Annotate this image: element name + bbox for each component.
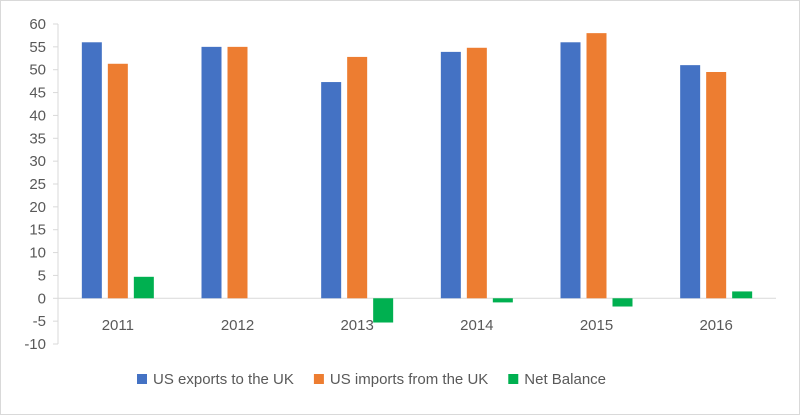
x-tick-label: 2015: [580, 317, 613, 334]
x-tick-label: 2011: [102, 317, 134, 334]
y-tick-label: 55: [29, 39, 46, 56]
x-tick-label: 2013: [340, 317, 373, 334]
y-tick-label: 10: [29, 245, 46, 262]
y-tick-label: 60: [29, 16, 46, 33]
bar-net-balance-2015: [612, 298, 633, 307]
bar-net-balance-2016: [732, 291, 753, 299]
y-tick-label: 40: [29, 107, 46, 124]
x-tick-label: 2016: [699, 317, 732, 334]
y-tick-label: 25: [29, 176, 46, 193]
y-tick-label: 35: [29, 130, 46, 147]
y-tick-label: 5: [38, 267, 46, 284]
y-tick-label: 0: [38, 290, 46, 307]
x-tick-label: 2012: [221, 317, 254, 334]
legend-label: Net Balance: [524, 371, 606, 388]
y-tick-label: 50: [29, 62, 46, 79]
bar-us-exports-to-the-uk-2013: [321, 82, 342, 299]
legend-label: US imports from the UK: [330, 371, 488, 388]
y-tick-label: 15: [29, 222, 46, 239]
bar-us-exports-to-the-uk-2015: [560, 42, 581, 299]
x-tick-label: 2014: [460, 317, 493, 334]
bar-us-imports-from-the-uk-2011: [107, 63, 128, 299]
bar-us-imports-from-the-uk-2015: [586, 33, 607, 299]
bar-us-imports-from-the-uk-2012: [227, 46, 248, 299]
bar-us-exports-to-the-uk-2016: [680, 65, 701, 299]
y-tick-label: 30: [29, 153, 46, 170]
legend-swatch: [313, 374, 324, 384]
bar-net-balance-2013: [373, 298, 394, 323]
bar-us-exports-to-the-uk-2014: [440, 51, 461, 299]
legend-swatch: [508, 374, 519, 384]
y-tick-label: -5: [33, 313, 46, 330]
legend-swatch: [137, 374, 147, 384]
bar-us-imports-from-the-uk-2014: [466, 47, 487, 299]
y-tick-label: -10: [24, 336, 46, 353]
bar-us-imports-from-the-uk-2016: [706, 72, 727, 299]
bar-net-balance-2011: [133, 276, 154, 299]
legend-label: US exports to the UK: [153, 371, 294, 388]
y-tick-label: 45: [29, 85, 46, 102]
bar-us-imports-from-the-uk-2013: [347, 56, 368, 299]
bar-net-balance-2014: [492, 298, 513, 303]
bar-us-exports-to-the-uk-2011: [81, 42, 102, 299]
y-tick-label: 20: [29, 199, 46, 216]
bar-us-exports-to-the-uk-2012: [201, 46, 222, 299]
